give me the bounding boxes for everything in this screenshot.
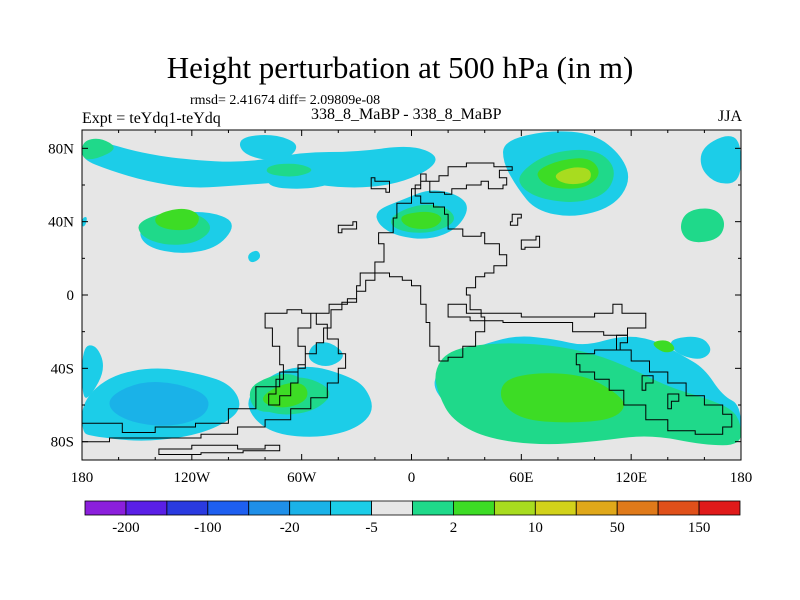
continent-outline-layer bbox=[82, 162, 733, 455]
colorbar-swatch bbox=[412, 500, 454, 516]
colorbar-swatch bbox=[289, 500, 332, 516]
colorbar-swatch bbox=[575, 500, 618, 516]
continent-outline bbox=[520, 235, 541, 250]
y-axis: 80N 40N 0 40S 80S bbox=[48, 141, 741, 451]
y-tick-label: 40S bbox=[51, 361, 74, 377]
contour-region bbox=[82, 142, 436, 188]
x-tick-label: 180 bbox=[730, 470, 753, 486]
contour-region bbox=[248, 250, 261, 263]
colorbar-swatch bbox=[330, 500, 372, 516]
colorbar-swatch bbox=[493, 500, 536, 516]
continent-outline bbox=[616, 334, 628, 351]
colorbar-label: 10 bbox=[528, 520, 543, 536]
continent-outline bbox=[641, 375, 654, 391]
colorbar-swatch bbox=[453, 500, 495, 516]
contour-region bbox=[500, 373, 624, 423]
y-tick-label: 0 bbox=[67, 288, 75, 304]
contour-region bbox=[82, 138, 114, 160]
contour-region bbox=[700, 136, 741, 184]
contour-region bbox=[670, 336, 711, 359]
continent-outline bbox=[82, 162, 513, 443]
contour-region bbox=[266, 163, 312, 177]
x-tick-label: 180 bbox=[71, 470, 94, 486]
colorbar-label: -20 bbox=[280, 520, 300, 536]
contour-region bbox=[401, 211, 442, 229]
colorbar-swatch bbox=[84, 500, 127, 516]
continent-outline bbox=[509, 213, 522, 226]
contour-region bbox=[82, 345, 103, 398]
case-difference-label: 338_8_MaBP - 338_8_MaBP bbox=[311, 106, 502, 123]
season-label: JJA bbox=[717, 108, 742, 125]
contour-region bbox=[308, 342, 343, 366]
contour-region bbox=[155, 208, 199, 231]
y-tick-label: 40N bbox=[48, 215, 74, 231]
x-tick-label: 120E bbox=[615, 470, 647, 486]
contour-region bbox=[109, 382, 209, 426]
x-tick-label: 120W bbox=[173, 470, 211, 486]
colorbar-label: -5 bbox=[365, 520, 378, 536]
x-axis: 180 120W 60W 0 60E 120E 180 bbox=[71, 130, 753, 486]
continent-outline bbox=[447, 303, 647, 336]
contour-region bbox=[555, 167, 591, 185]
contour-region bbox=[653, 340, 675, 353]
continent-outline bbox=[158, 444, 281, 455]
colorbar-label: -100 bbox=[194, 520, 222, 536]
colorbar-label: 150 bbox=[688, 520, 711, 536]
colorbar-swatch bbox=[698, 500, 741, 516]
colorbar-swatch bbox=[248, 500, 291, 516]
colorbar-swatch bbox=[371, 500, 413, 516]
x-tick-label: 60W bbox=[287, 470, 317, 486]
colorbar-label: -200 bbox=[112, 520, 140, 536]
colorbar-swatch bbox=[657, 500, 700, 516]
contour-region bbox=[262, 383, 308, 408]
contour-region bbox=[239, 135, 297, 161]
colorbar-label: 50 bbox=[610, 520, 625, 536]
x-tick-label: 0 bbox=[408, 470, 416, 486]
experiment-label: Expt = teYdq1-teYdq bbox=[82, 110, 221, 127]
colorbar-swatch bbox=[166, 500, 209, 516]
colorbar-label: 2 bbox=[450, 520, 458, 536]
contour-region bbox=[680, 208, 725, 243]
colorbar-swatch bbox=[125, 500, 168, 516]
continent-outline bbox=[667, 393, 680, 410]
colorbar: -200 -100 -20 -5 2 10 50 150 bbox=[84, 500, 741, 536]
colorbar-swatch bbox=[534, 500, 577, 516]
contour-fill-layer bbox=[82, 131, 741, 446]
colorbar-swatch bbox=[207, 500, 250, 516]
chart-title: Height perturbation at 500 hPa (in m) bbox=[166, 50, 634, 85]
x-tick-label: 60E bbox=[509, 470, 533, 486]
y-tick-label: 80S bbox=[51, 435, 74, 451]
stats-line: rmsd= 2.41674 diff= 2.09809e-08 bbox=[190, 93, 381, 108]
continent-outline bbox=[337, 221, 358, 234]
continent-outline bbox=[370, 177, 390, 193]
colorbar-swatch bbox=[616, 500, 659, 516]
continent-outline bbox=[575, 349, 733, 435]
y-tick-label: 80N bbox=[48, 141, 74, 157]
